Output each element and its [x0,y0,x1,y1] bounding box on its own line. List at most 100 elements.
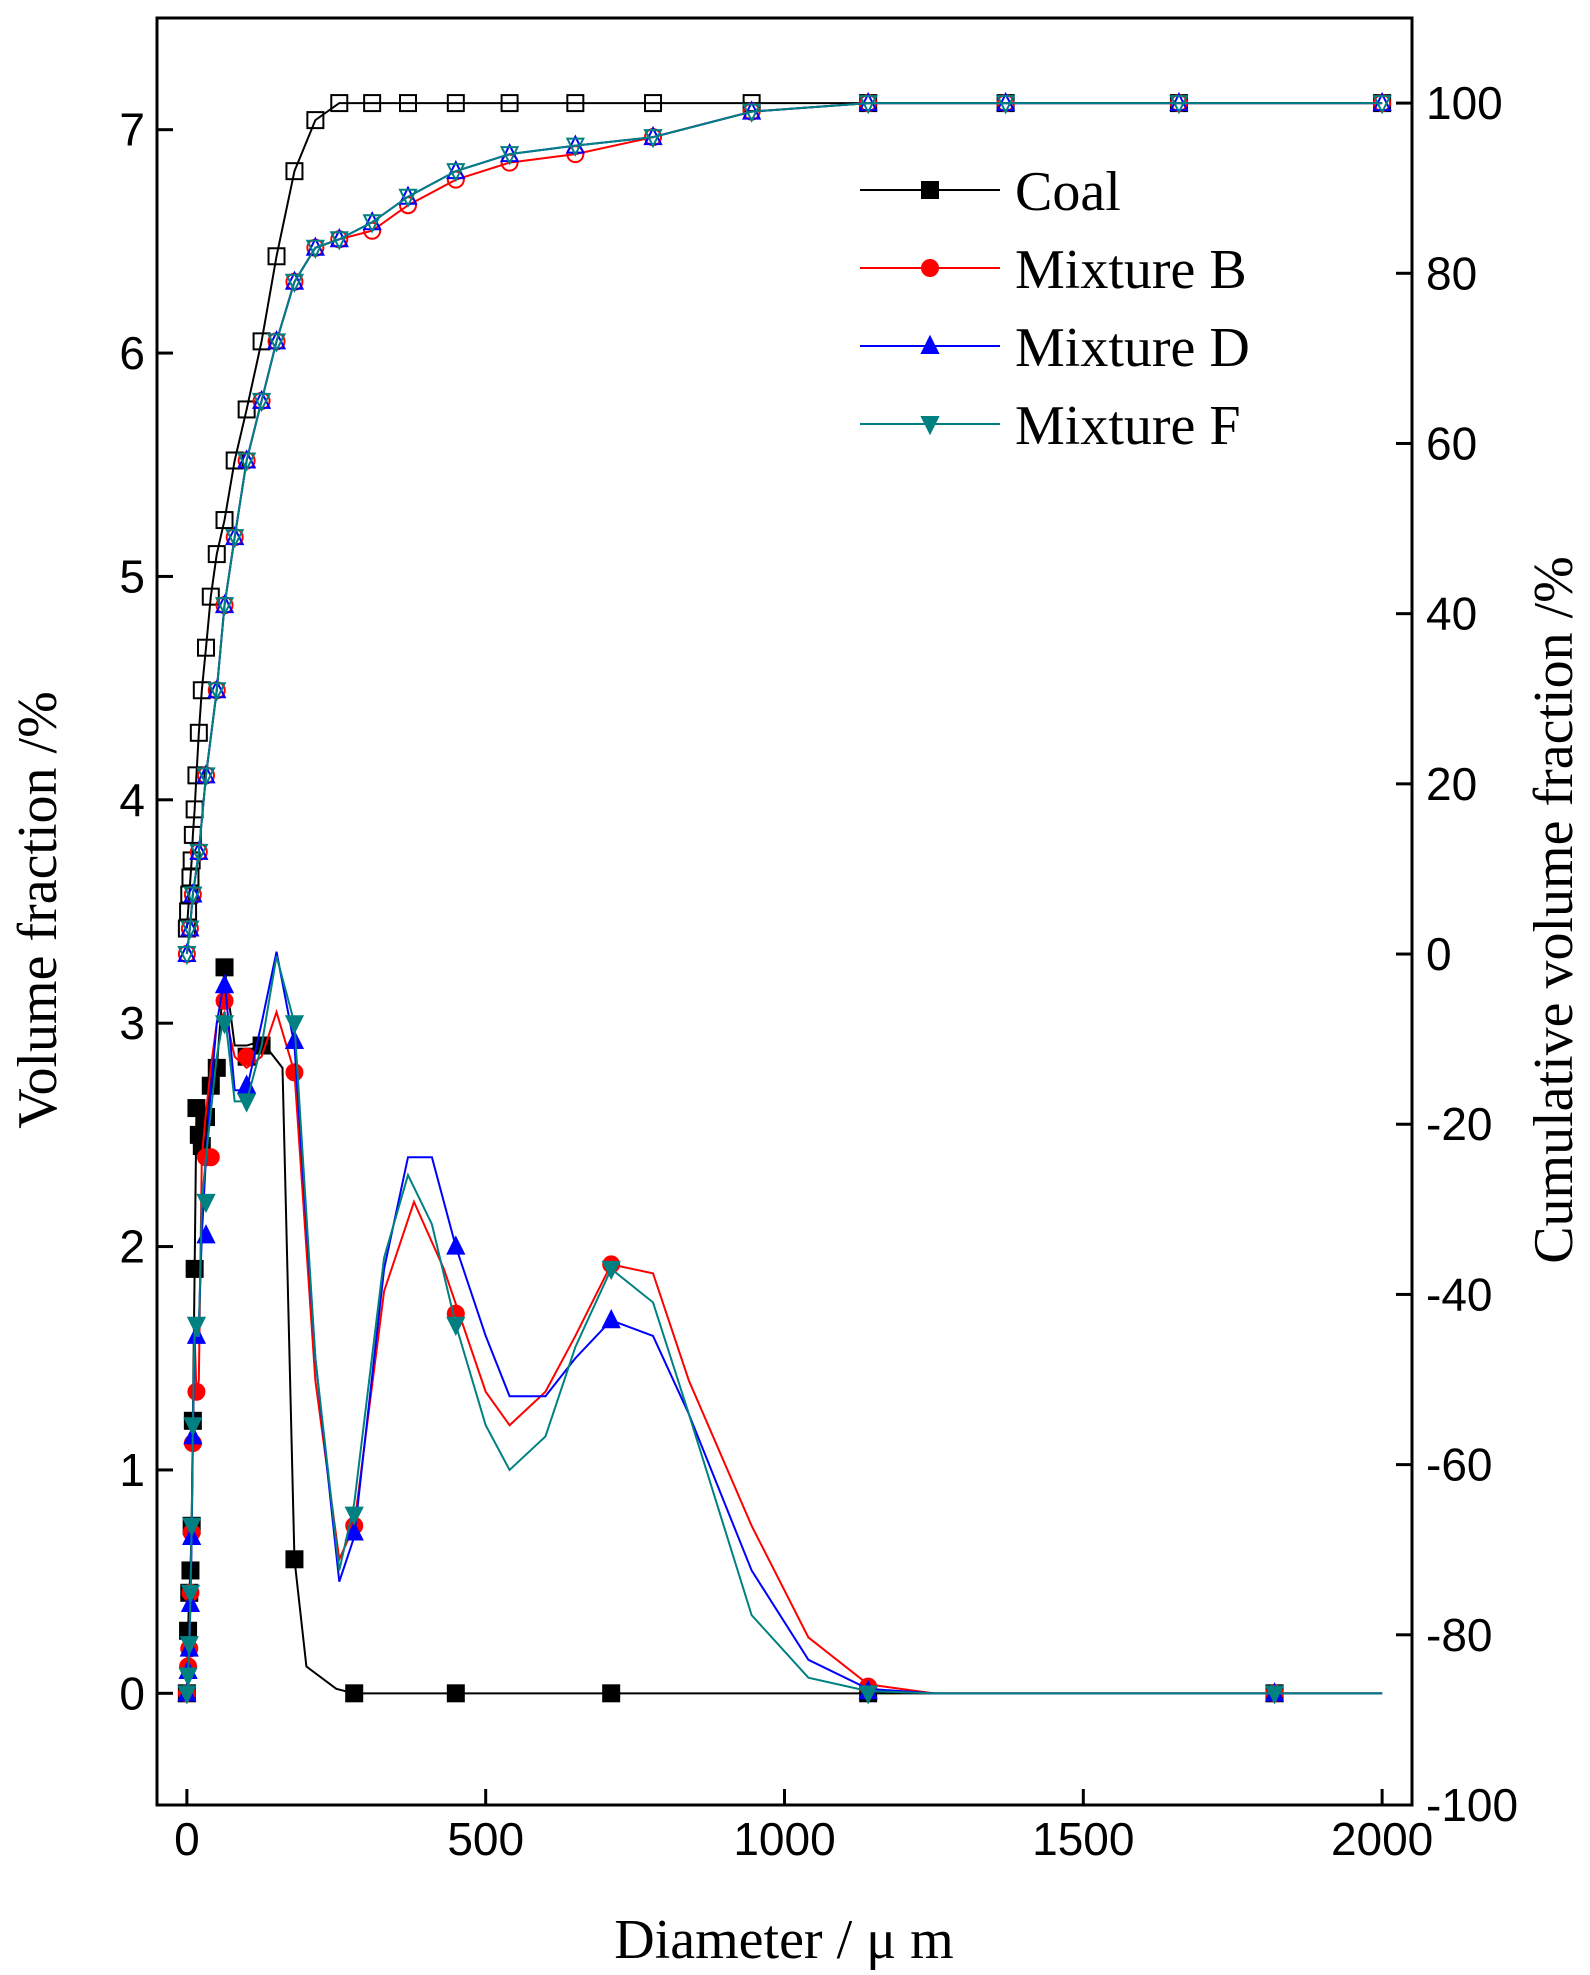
volume-point-mixture-f-10 [284,1015,305,1035]
cumulative-point-mixture-f-9 [251,392,272,413]
cumulative-point-mixture-f-3 [189,843,209,864]
cumulative-point-mixture-f-0 [177,946,197,966]
series-mixture-f [177,95,1392,1705]
cumulative-point-mixture-f-15 [398,188,418,208]
volume-point-coal-17 [345,1684,364,1703]
y2-tick-label-9: 80 [1426,247,1477,299]
x-axis-ticks: 0 500 1000 1500 2000 [174,1789,1433,1865]
volume-point-mixture-b-6 [187,1382,206,1401]
volume-point-coal-18 [446,1684,465,1703]
cumulative-point-coal-9 [192,681,211,700]
cumulative-point-mixture-f-6 [214,597,235,617]
y2-tick-label-7: 40 [1426,588,1477,640]
y2-tick-label-3: -40 [1426,1268,1492,1320]
legend-marker-mixture-f [920,416,940,436]
cumulative-point-coal-21 [363,94,382,113]
volume-line-coal [185,967,1383,1695]
y2-tick-label-0: -100 [1426,1779,1518,1831]
cumulative-point-coal-1 [179,902,198,921]
x-tick-label-1: 500 [447,1813,524,1865]
x-axis-title: Diameter / μ m [614,1909,953,1971]
volume-line-mixture-d [185,951,1383,1695]
cumulative-point-mixture-f-10 [266,333,287,353]
x-tick-label-0: 0 [174,1813,200,1865]
volume-point-coal-19 [602,1684,621,1703]
y-tick-label-4: 4 [119,774,145,826]
cumulative-point-mixture-f-12 [305,239,325,259]
y-tick-label-1: 1 [119,1444,145,1496]
volume-point-mixture-f-11 [344,1506,364,1526]
cumulative-point-mixture-f-22 [996,95,1016,115]
volume-point-mixture-f-14 [858,1685,878,1705]
y2-tick-label-10: 100 [1426,77,1503,129]
volume-point-mixture-f-6 [186,1316,207,1336]
volume-point-mixture-f-12 [446,1316,466,1336]
volume-point-mixture-d-13 [601,1309,621,1329]
y-tick-label-7: 7 [119,104,145,156]
volume-point-mixture-f-5 [183,1417,203,1437]
y-tick-label-2: 2 [119,1221,145,1273]
cumulative-point-coal-15 [237,400,256,419]
volume-point-mixture-f-9 [237,1093,257,1113]
cumulative-point-mixture-f-19 [643,129,663,149]
y2-tick-label-1: -80 [1426,1609,1492,1661]
y2-tick-label-5: 0 [1426,928,1452,980]
legend-marker-mixture-d [920,334,940,354]
volume-point-mixture-f-1 [178,1667,198,1687]
y-tick-label-3: 3 [119,997,145,1049]
cumulative-point-coal-13 [215,511,234,530]
volume-point-mixture-d-12 [446,1235,466,1255]
y2-tick-label-8: 60 [1426,417,1477,469]
cumulative-point-mixture-f-8 [237,452,257,472]
volume-point-mixture-f-4 [182,1517,202,1538]
volume-point-coal-13 [215,958,234,977]
y-tick-label-6: 6 [119,327,145,379]
y2-axis-ticks: -100 -80 -60 -40 -20 0 20 40 60 80 100 [1396,77,1518,1831]
cumulative-point-coal-22 [399,94,417,113]
cumulative-point-coal-12 [207,545,226,564]
cumulative-line-mixture-f [185,102,1383,955]
cumulative-line-mixture-d [185,102,1383,955]
volume-line-mixture-f [185,955,1383,1695]
legend-label-mixture-d: Mixture D [1015,317,1250,379]
cumulative-point-mixture-f-2 [183,886,203,906]
cumulative-point-mixture-f-13 [329,231,349,251]
cumulative-point-mixture-f-23 [1169,95,1189,115]
cumulative-point-mixture-f-21 [858,95,878,115]
volume-point-mixture-f-8 [214,1015,235,1035]
volume-point-mixture-d-8 [214,973,235,994]
cumulative-point-mixture-f-18 [565,137,585,157]
legend-label-mixture-f: Mixture F [1015,395,1241,457]
y-axis-ticks: 0 1 2 3 4 5 6 7 [119,104,173,1719]
volume-point-mixture-d-10 [284,1029,305,1050]
cumulative-point-mixture-f-20 [742,103,762,123]
y-tick-label-0: 0 [119,1667,145,1719]
cumulative-point-coal-25 [566,94,585,113]
volume-line-mixture-b [185,1008,1383,1695]
cumulative-line-coal [185,102,1383,929]
volume-point-mixture-d-11 [344,1521,364,1541]
cumulative-point-coal-23 [446,94,465,113]
cumulative-point-coal-26 [644,94,663,113]
legend-label-mixture-b: Mixture B [1015,239,1247,301]
y-tick-label-5: 5 [119,550,145,602]
volume-point-mixture-b-11 [285,1063,304,1082]
cumulative-point-coal-11 [201,587,220,606]
volume-point-coal-16 [285,1550,304,1569]
cumulative-point-mixture-f-4 [196,767,216,787]
cumulative-point-mixture-f-1 [180,920,200,940]
series-layer [177,91,1392,1705]
cumulative-point-coal-24 [500,94,519,113]
cumulative-point-mixture-f-24 [1372,95,1392,115]
cumulative-point-coal-16 [252,332,271,351]
cumulative-point-coal-19 [306,111,325,130]
legend-marker-mixture-b [921,259,939,277]
cumulative-line-mixture-b [185,102,1383,955]
cumulative-point-coal-8 [189,723,208,742]
volume-point-coal-6 [185,1259,204,1278]
x-tick-label-2: 1000 [733,1813,835,1865]
cumulative-point-mixture-f-17 [499,146,520,166]
cumulative-point-coal-18 [285,162,304,181]
cumulative-point-mixture-f-5 [207,682,227,702]
